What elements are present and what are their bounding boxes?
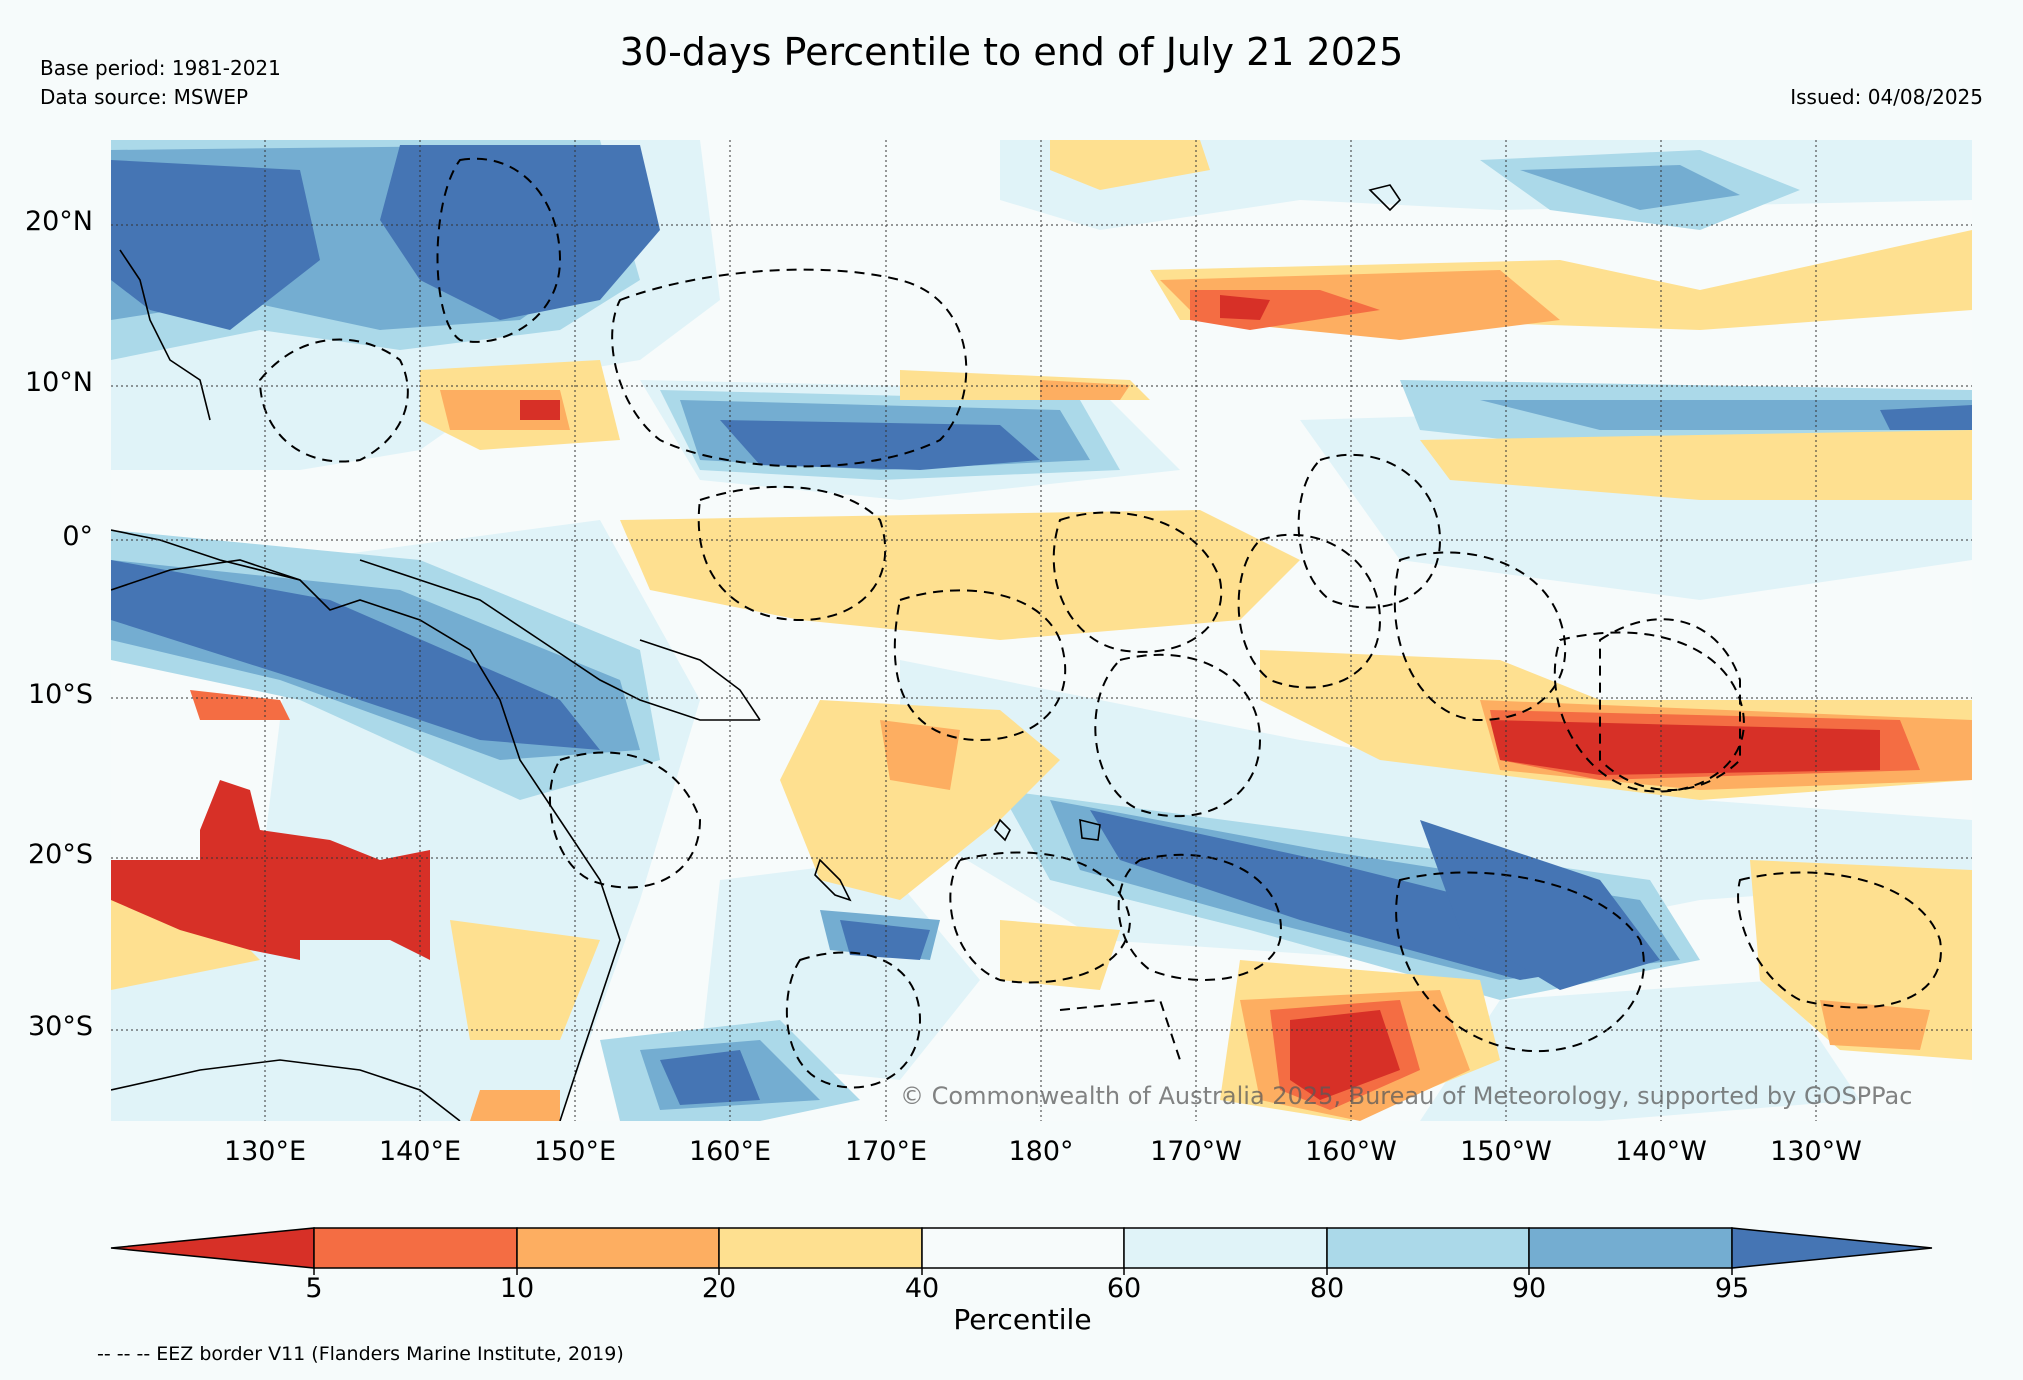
lat-label-0: 0° xyxy=(62,521,93,552)
lon-label-140e: 140°E xyxy=(378,1136,462,1167)
lon-label-130w: 130°W xyxy=(1770,1136,1862,1167)
lat-label-30s: 30°S xyxy=(28,1011,93,1042)
eez-borders xyxy=(258,157,1942,1089)
lon-label-170e: 170°E xyxy=(844,1136,928,1167)
base-period: Base period: 1981-2021 xyxy=(40,56,281,80)
colorbar-bin-5-10 xyxy=(313,1227,518,1269)
issued-date: Issued: 04/08/2025 xyxy=(1790,85,1983,109)
colorbar-bin-80-90 xyxy=(1326,1227,1530,1269)
lon-label-150e: 150°E xyxy=(533,1136,617,1167)
colorbar-extend-high xyxy=(1731,1227,1933,1269)
map-field xyxy=(111,140,1972,1121)
colorbar-tick-20: 20 xyxy=(701,1273,737,1304)
lat-label-10s: 10°S xyxy=(28,679,93,710)
lat-label-20s: 20°S xyxy=(28,839,93,870)
colorbar-bin-60-80 xyxy=(1123,1227,1328,1269)
colorbar-bin-10-20 xyxy=(516,1227,720,1269)
colorbar-tick-90: 90 xyxy=(1511,1273,1547,1304)
copyright-watermark: © Commonwealth of Australia 2025, Bureau… xyxy=(900,1082,1913,1110)
lon-label-170w: 170°W xyxy=(1150,1136,1242,1167)
lat-label-20n: 20°N xyxy=(24,206,93,237)
lon-label-140w: 140°W xyxy=(1615,1136,1707,1167)
colorbar-bin-40-60 xyxy=(921,1227,1125,1269)
lon-label-130e: 130°E xyxy=(223,1136,307,1167)
colorbar-tick-60: 60 xyxy=(1106,1273,1142,1304)
colorbar-bin-20-40 xyxy=(718,1227,923,1269)
graticule xyxy=(111,140,1972,1121)
lon-label-180: 180° xyxy=(1008,1136,1074,1167)
coastlines xyxy=(111,184,1402,1121)
colorbar-tick-80: 80 xyxy=(1309,1273,1345,1304)
map-title: 30-days Percentile to end of July 21 202… xyxy=(619,30,1404,74)
colorbar-extend-low xyxy=(110,1227,315,1269)
percentile-below-5-regions xyxy=(111,295,1880,1100)
colorbar-tick-95: 95 xyxy=(1714,1273,1750,1304)
colorbar-tick-10: 10 xyxy=(499,1273,535,1304)
lon-label-160e: 160°E xyxy=(688,1136,772,1167)
colorbar xyxy=(110,1227,1933,1275)
colorbar-label: Percentile xyxy=(953,1303,1092,1336)
percentile-above-95-regions xyxy=(111,145,1972,1105)
eez-border-note: -- -- -- EEZ border V11 (Flanders Marine… xyxy=(97,1343,624,1365)
data-source: Data source: MSWEP xyxy=(40,85,249,109)
lon-label-150w: 150°W xyxy=(1460,1136,1552,1167)
lon-label-160w: 160°W xyxy=(1305,1136,1397,1167)
colorbar-tick-5: 5 xyxy=(305,1273,323,1304)
colorbar-tick-40: 40 xyxy=(904,1273,940,1304)
colorbar-bin-90-95 xyxy=(1528,1227,1733,1269)
lat-label-10n: 10°N xyxy=(24,367,93,398)
